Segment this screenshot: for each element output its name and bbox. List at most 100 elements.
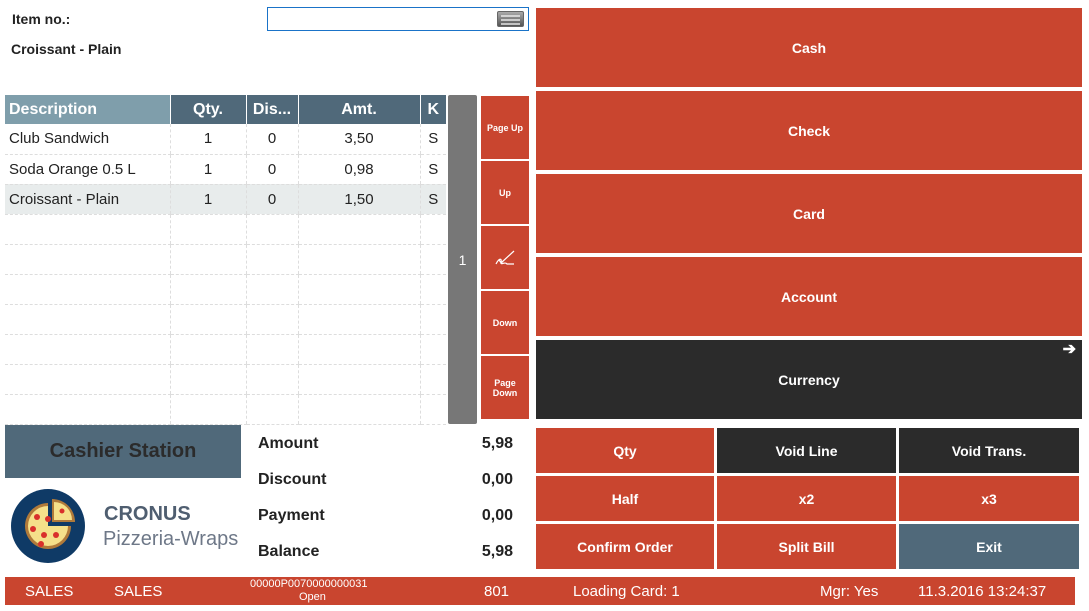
cell-k [419,334,446,365]
edit-button[interactable] [481,226,529,289]
receipt-state: Open [299,591,326,603]
table-row[interactable]: Club Sandwich 1 0 3,50 S [5,124,446,155]
logo-brand: CRONUS [104,503,191,525]
x2-button[interactable]: x2 [717,476,896,521]
void-trans-button[interactable]: Void Trans. [899,428,1079,473]
date-time: 11.3.2016 13:24:37 [918,583,1047,600]
cell-description [5,334,170,365]
discount-value: 0,00 [481,471,513,488]
confirm-order-button[interactable]: Confirm Order [536,524,714,569]
account-button[interactable]: Account [536,257,1082,336]
cell-discount [245,274,298,305]
page-down-button[interactable]: Page Down [481,356,529,419]
cell-amount: 0,98 [297,154,420,185]
cell-amount [297,274,420,305]
page-indicator-scrollbar[interactable]: 1 [448,95,477,424]
cell-k [419,364,446,395]
cell-amount: 3,50 [297,124,420,155]
signature-pen-icon [495,250,515,265]
cell-discount: 0 [245,184,298,215]
status-sales-2: SALES [114,583,163,600]
cell-k [419,214,446,245]
logo-subtitle: Pizzeria-Wraps [103,528,239,550]
cash-button[interactable]: Cash [536,8,1082,87]
page-number: 1 [458,251,467,268]
cell-discount [245,364,298,395]
cell-discount: 0 [245,154,298,185]
item-no-input[interactable] [267,7,529,31]
arrow-right-icon: ➔ [1062,341,1076,358]
col-k[interactable]: K [419,95,446,124]
amount-label: Amount [258,435,319,452]
col-qty[interactable]: Qty. [169,95,246,124]
payment-label: Payment [258,507,325,524]
cell-amount [297,244,420,275]
table-row[interactable] [5,394,446,425]
amount-value: 5,98 [481,435,513,452]
cell-amount: 1,50 [297,184,420,215]
current-item-name: Croissant - Plain [11,41,122,57]
cell-discount [245,334,298,365]
check-button[interactable]: Check [536,91,1082,170]
cell-description [5,274,170,305]
col-description[interactable]: Description [5,95,170,124]
table-row[interactable]: Croissant - Plain 1 0 1,50 S [5,184,446,215]
table-row[interactable] [5,214,446,245]
x3-button[interactable]: x3 [899,476,1079,521]
cell-qty [169,214,246,245]
currency-button[interactable]: Currency ➔ [536,340,1082,419]
item-no-label: Item no.: [12,11,71,27]
keyboard-icon[interactable] [497,11,524,27]
cell-amount [297,304,420,335]
order-lines-table[interactable]: Description Qty. Dis... Amt. K Club Sand… [5,95,446,425]
table-row[interactable]: Soda Orange 0.5 L 1 0 0,98 S [5,154,446,185]
cell-qty [169,364,246,395]
down-button[interactable]: Down [481,291,529,354]
cell-k [419,394,446,425]
split-bill-button[interactable]: Split Bill [717,524,896,569]
cell-k [419,274,446,305]
cell-discount [245,244,298,275]
half-button[interactable]: Half [536,476,714,521]
cell-qty: 1 [169,184,246,215]
cell-qty [169,334,246,365]
cell-discount [245,394,298,425]
cell-description [5,214,170,245]
balance-value: 5,98 [481,543,513,560]
table-row[interactable] [5,304,446,335]
table-row[interactable] [5,244,446,275]
cell-amount [297,334,420,365]
qty-button[interactable]: Qty [536,428,714,473]
cashier-station-label: Cashier Station [5,425,241,478]
manager-status: Mgr: Yes [820,583,879,600]
cell-discount [245,304,298,335]
up-button[interactable]: Up [481,161,529,224]
col-discount[interactable]: Dis... [245,95,298,124]
exit-button[interactable]: Exit [899,524,1079,569]
table-row[interactable] [5,334,446,365]
void-line-button[interactable]: Void Line [717,428,896,473]
payment-value: 0,00 [481,507,513,524]
cell-k: S [419,184,446,215]
balance-label: Balance [258,543,320,560]
cell-k: S [419,124,446,155]
table-row[interactable] [5,364,446,395]
cell-description: Club Sandwich [5,124,170,155]
cell-qty [169,304,246,335]
receipt-number: 00000P0070000000031 [250,578,368,590]
card-button[interactable]: Card [536,174,1082,253]
cell-amount [297,364,420,395]
cell-amount [297,394,420,425]
cell-description: Soda Orange 0.5 L [5,154,170,185]
page-up-button[interactable]: Page Up [481,96,529,159]
cell-discount [245,214,298,245]
status-bar: SALES SALES 00000P0070000000031 Open 801… [5,577,1075,605]
col-amount[interactable]: Amt. [297,95,420,124]
cell-k: S [419,154,446,185]
cell-description [5,394,170,425]
terminal-number: 801 [484,583,510,600]
cell-k [419,244,446,275]
table-row[interactable] [5,274,446,305]
cell-description [5,304,170,335]
cell-k [419,304,446,335]
